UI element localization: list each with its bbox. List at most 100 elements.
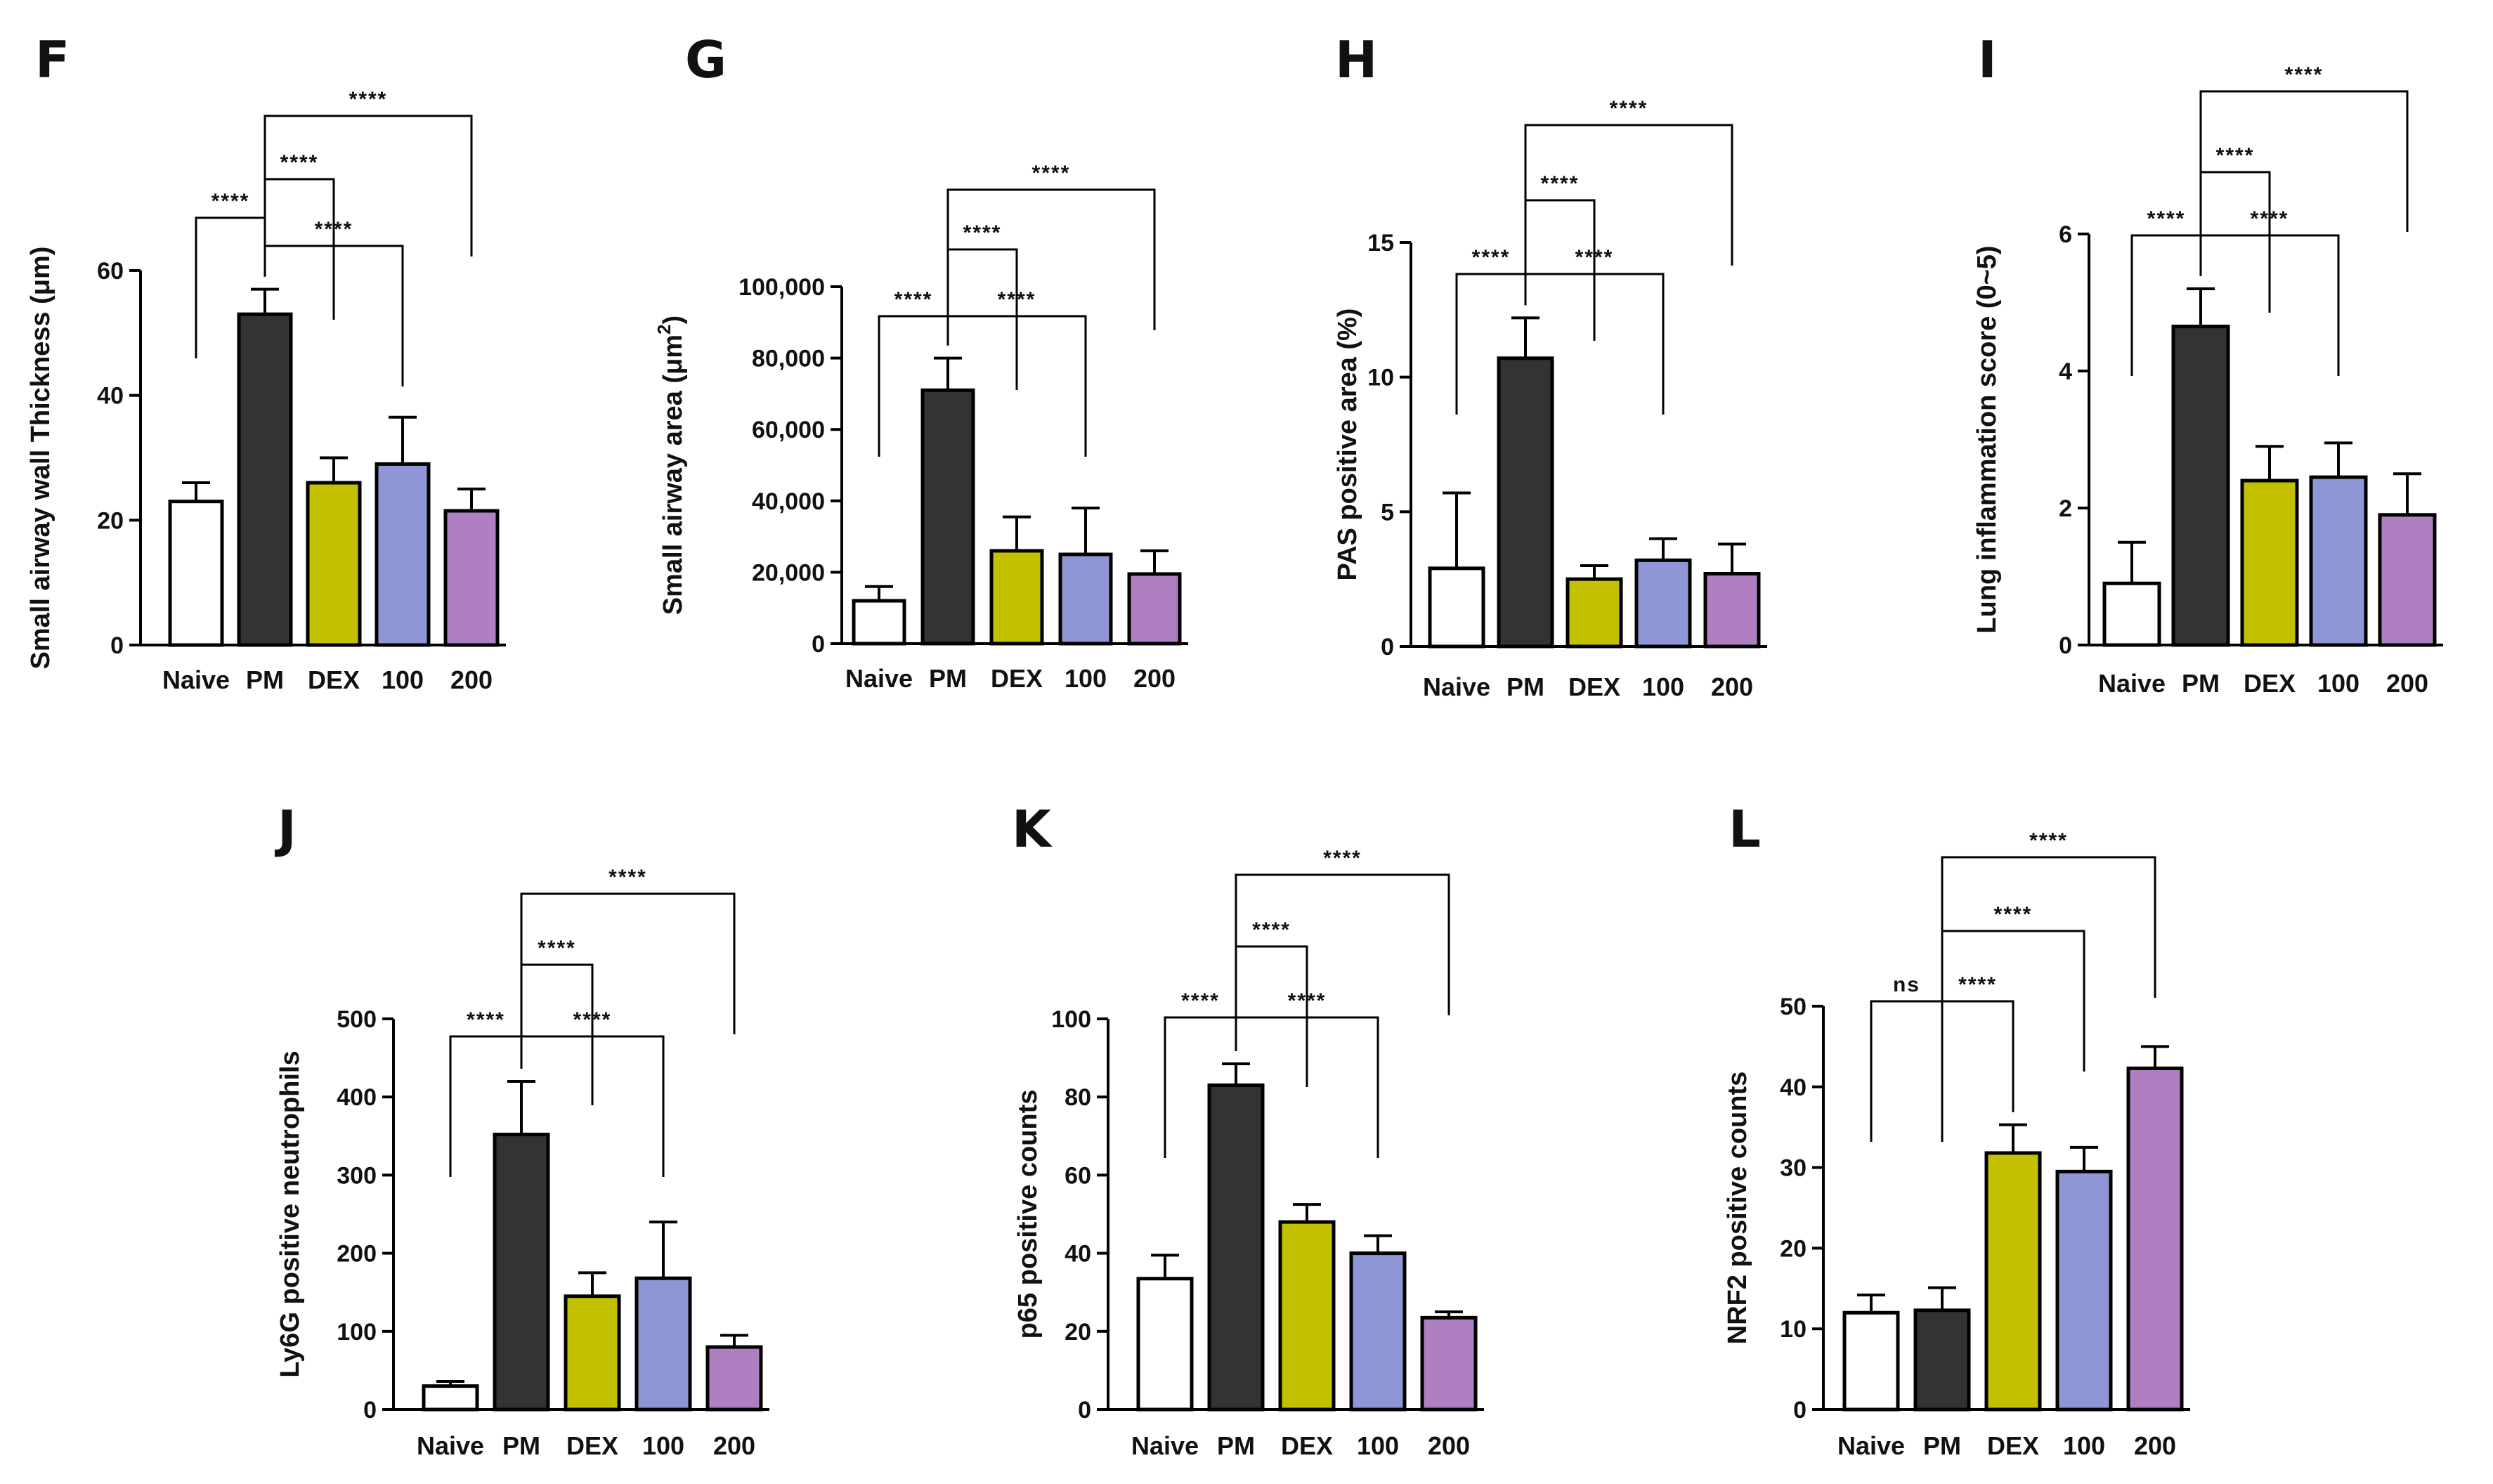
panel-g: G 0 20,000 40,000 60,000 80,000 100,000 Small a… bbox=[653, 30, 1188, 693]
y-axis-label: Small airway area (μm2) bbox=[653, 315, 688, 615]
y-axis-label: PAS positive area (%) bbox=[1333, 308, 1362, 581]
significance-label: **** bbox=[280, 151, 319, 174]
bar-dex bbox=[1280, 1222, 1334, 1410]
panel-letter: K bbox=[1012, 800, 1053, 859]
category-label: Naive bbox=[1131, 1431, 1199, 1460]
panel-h: H051015PAS positive area (%)Naive PM DEX 10… bbox=[1333, 30, 1767, 701]
significance-bracket bbox=[521, 965, 592, 1105]
y-tick-label: 0 bbox=[1078, 1397, 1091, 1424]
category-label: 200 bbox=[1711, 672, 1753, 701]
significance-label: **** bbox=[2029, 829, 2068, 852]
y-tick-label: 100,000 bbox=[738, 274, 825, 301]
significance-label: **** bbox=[608, 866, 647, 889]
significance-bracket bbox=[1525, 200, 1594, 341]
significance-label: **** bbox=[467, 1008, 505, 1031]
bar-dex bbox=[1568, 579, 1621, 646]
y-tick-label: 40 bbox=[97, 383, 124, 410]
y-axis-label: Lung inflammation score (0~5) bbox=[1972, 245, 2002, 633]
y-tick-label: 300 bbox=[337, 1162, 377, 1189]
panel-letter: F bbox=[35, 30, 70, 89]
significance-label: **** bbox=[2147, 207, 2186, 230]
bar-naive bbox=[1844, 1313, 1898, 1410]
category-label: 100 bbox=[1065, 664, 1107, 693]
significance-label: ns bbox=[1893, 973, 1920, 996]
significance-label: **** bbox=[1994, 903, 2033, 926]
category-label: DEX bbox=[2244, 669, 2296, 698]
bar-100 bbox=[1351, 1254, 1405, 1410]
y-tick-label: 6 bbox=[2059, 221, 2072, 248]
panel-letter: G bbox=[685, 30, 727, 89]
category-label: 100 bbox=[1642, 672, 1684, 701]
bar-pm bbox=[239, 314, 291, 645]
y-tick-label: 20,000 bbox=[752, 559, 825, 586]
category-label: DEX bbox=[1987, 1431, 2039, 1460]
y-tick-label: 5 bbox=[1381, 499, 1394, 526]
significance-label: **** bbox=[1323, 847, 1362, 870]
y-tick-label: 0 bbox=[2059, 632, 2072, 659]
significance-label: **** bbox=[1958, 973, 1997, 996]
bar-100 bbox=[1636, 560, 1690, 646]
significance-label: **** bbox=[1472, 246, 1511, 269]
category-label: PM bbox=[1506, 672, 1544, 701]
bar-200 bbox=[1422, 1317, 1476, 1410]
category-label: 200 bbox=[2134, 1431, 2176, 1460]
bar-naive bbox=[854, 601, 904, 644]
y-tick-label: 400 bbox=[337, 1084, 377, 1111]
y-tick-label: 80 bbox=[1065, 1084, 1091, 1111]
category-label: Naive bbox=[162, 665, 230, 694]
y-tick-label: 40 bbox=[1065, 1241, 1091, 1268]
bar-naive bbox=[2104, 583, 2159, 645]
significance-label: **** bbox=[1032, 162, 1071, 185]
category-label: PM bbox=[502, 1431, 540, 1460]
y-tick-label: 2 bbox=[2059, 495, 2072, 522]
significance-bracket bbox=[1942, 1001, 2013, 1142]
category-label: Naive bbox=[417, 1431, 484, 1460]
bar-naive bbox=[1138, 1279, 1192, 1410]
significance-label: **** bbox=[1575, 246, 1614, 269]
significance-bracket bbox=[2201, 172, 2270, 313]
y-axis-label: NRF2 positive counts bbox=[1723, 1072, 1752, 1345]
significance-bracket bbox=[265, 179, 334, 320]
category-label: PM bbox=[246, 665, 284, 694]
significance-label: **** bbox=[2285, 63, 2324, 86]
significance-label: **** bbox=[894, 288, 933, 311]
y-tick-label: 60 bbox=[97, 258, 124, 285]
significance-label: **** bbox=[1610, 97, 1648, 120]
y-tick-label: 4 bbox=[2059, 358, 2072, 385]
bar-100 bbox=[637, 1278, 690, 1410]
bar-dex bbox=[2242, 481, 2297, 645]
significance-bracket bbox=[948, 249, 1017, 390]
y-tick-label: 100 bbox=[1051, 1006, 1091, 1033]
bar-100 bbox=[1060, 554, 1111, 644]
y-tick-label: 60 bbox=[1065, 1162, 1091, 1189]
bar-200 bbox=[2128, 1068, 2182, 1410]
bar-pm bbox=[495, 1135, 548, 1410]
category-label: PM bbox=[1217, 1431, 1255, 1460]
category-label: Naive bbox=[845, 664, 913, 693]
y-tick-label: 40,000 bbox=[752, 488, 825, 515]
significance-label: **** bbox=[2216, 144, 2255, 167]
significance-label: **** bbox=[998, 288, 1036, 311]
y-axis-label: p65 positive counts bbox=[1013, 1090, 1043, 1339]
bar-100 bbox=[2057, 1171, 2111, 1410]
panel-j: J 0 100 200 300 400 500 Ly6G positive neutrophi… bbox=[274, 800, 769, 1460]
significance-label: **** bbox=[2251, 207, 2289, 230]
significance-label: **** bbox=[538, 937, 576, 960]
bar-200 bbox=[445, 511, 497, 645]
y-tick-label: 80,000 bbox=[752, 346, 825, 372]
panel-letter: I bbox=[1978, 30, 1997, 89]
y-tick-label: 0 bbox=[812, 631, 825, 658]
y-tick-label: 10 bbox=[1367, 365, 1394, 391]
category-label: PM bbox=[2182, 669, 2220, 698]
significance-label: **** bbox=[1252, 918, 1291, 942]
y-tick-label: 20 bbox=[97, 507, 124, 534]
category-label: PM bbox=[1923, 1431, 1961, 1460]
panel-i: I 0 2 4 6 Lung inflammation score (0~5) Naive P… bbox=[1972, 30, 2443, 698]
bar-200 bbox=[2380, 515, 2435, 645]
category-label: Naive bbox=[1423, 672, 1490, 701]
category-label: 100 bbox=[642, 1431, 684, 1460]
category-label: Naive bbox=[1837, 1431, 1905, 1460]
y-tick-label: 0 bbox=[110, 632, 124, 659]
category-label: DEX bbox=[308, 665, 360, 694]
category-label: 100 bbox=[1357, 1431, 1399, 1460]
